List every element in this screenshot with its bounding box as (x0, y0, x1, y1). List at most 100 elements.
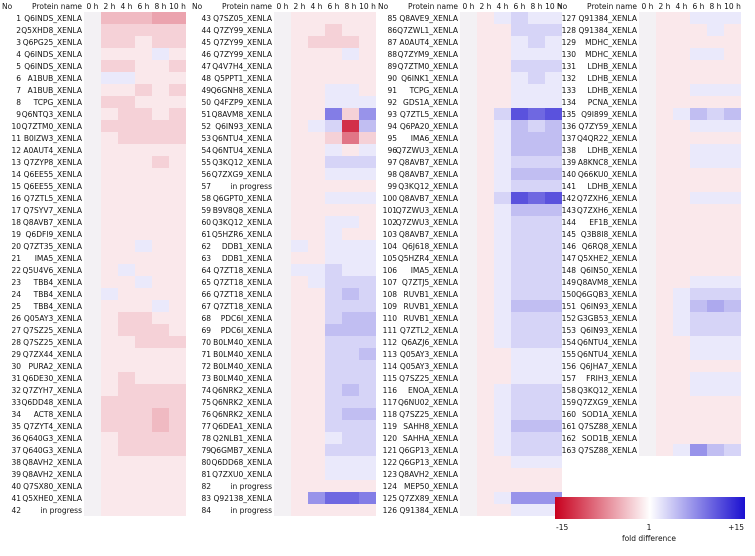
protein-name: Q7ZXG9_XENLA (577, 398, 638, 407)
heatmap-cell (101, 288, 118, 300)
heatmap-cell (545, 228, 562, 240)
header-timepoint: 4 h (311, 2, 323, 11)
heatmap-cell (494, 48, 511, 60)
heatmap-cell (545, 120, 562, 132)
heatmap-cell (639, 96, 656, 108)
protein-name: Q7ZYP8_XENLA (24, 158, 83, 167)
heatmap-cell (528, 312, 545, 324)
heatmap-cell (101, 84, 118, 96)
heatmap-cell (528, 468, 545, 480)
row-number: 134 (562, 98, 577, 107)
heatmap-cell (494, 192, 511, 204)
heatmap-cell (707, 228, 724, 240)
heatmap-cell (477, 504, 494, 516)
heatmap-cell (707, 240, 724, 252)
heatmap-cell (528, 348, 545, 360)
heatmap-cell (101, 108, 118, 120)
heatmap-cell (118, 12, 135, 24)
heatmap-cell (84, 84, 101, 96)
row-number: 118 (383, 410, 398, 419)
heatmap-cell (84, 408, 101, 420)
heatmap-cell (639, 432, 656, 444)
protein-name: Q7ZYT4_XENLA (24, 422, 83, 431)
header-protein-name: Protein name (32, 2, 82, 11)
heatmap-cell (342, 324, 359, 336)
heatmap-cell (477, 144, 494, 156)
row-number: 145 (562, 230, 577, 239)
heatmap-cell (528, 360, 545, 372)
heatmap-cell (101, 480, 118, 492)
heatmap-cell (656, 420, 673, 432)
protein-name: Q7SYV7_XENLA (23, 206, 83, 215)
heatmap-cell (690, 336, 707, 348)
heatmap-cell (494, 84, 511, 96)
heatmap-cell (460, 12, 477, 24)
heatmap-cell (325, 192, 342, 204)
heatmap-cell (673, 168, 690, 180)
heatmap-cell (359, 108, 376, 120)
heatmap-cell (656, 372, 673, 384)
header-protein-name: Protein name (408, 2, 458, 11)
heatmap-cell (724, 48, 741, 60)
heatmap-cell (325, 264, 342, 276)
heatmap-cell (673, 408, 690, 420)
row-number: 111 (383, 326, 398, 335)
protein-name: Q3KQ12_XENLA (398, 182, 459, 191)
heatmap-cell (84, 156, 101, 168)
heatmap-cell (673, 72, 690, 84)
row-number: 96 (387, 146, 397, 155)
heatmap-cell (308, 120, 325, 132)
heatmap-cell (84, 372, 101, 384)
row-number: 22 (11, 266, 21, 275)
heatmap-cell (101, 192, 118, 204)
heatmap-cell (152, 36, 169, 48)
row-number: 150 (562, 290, 577, 299)
heatmap-cell (656, 168, 673, 180)
heatmap-cell (118, 240, 135, 252)
row-number: 82 (201, 482, 211, 491)
heatmap-cell (460, 228, 477, 240)
protein-name: Q4QR22_XENLA (577, 134, 638, 143)
heatmap-cell (118, 264, 135, 276)
scale-min-label: -15 (556, 523, 568, 532)
row-number: 10 (11, 122, 21, 131)
heatmap-cell (135, 180, 152, 192)
heatmap-cell (511, 396, 528, 408)
heatmap-cell (707, 96, 724, 108)
heatmap-cell (135, 384, 152, 396)
row-number: 37 (11, 446, 21, 455)
heatmap-cell (639, 276, 656, 288)
row-number: 114 (383, 362, 398, 371)
heatmap-cell (528, 240, 545, 252)
heatmap-cell (169, 84, 186, 96)
heatmap-cell (274, 360, 291, 372)
heatmap-cell (724, 324, 741, 336)
row-number: 116 (383, 386, 398, 395)
heatmap-cell (101, 360, 118, 372)
heatmap-cell (656, 312, 673, 324)
heatmap-cell (291, 252, 308, 264)
heatmap-cell (169, 456, 186, 468)
heatmap-cell (342, 12, 359, 24)
heatmap-cell (707, 312, 724, 324)
heatmap-cell (511, 72, 528, 84)
heatmap-cell (673, 228, 690, 240)
heatmap-cell (656, 432, 673, 444)
heatmap-cell (494, 36, 511, 48)
heatmap-cell (528, 120, 545, 132)
heatmap-cell (308, 444, 325, 456)
heatmap-cell (690, 36, 707, 48)
row-number: 41 (11, 494, 21, 503)
heatmap-cell (494, 336, 511, 348)
row-number: 105 (383, 254, 398, 263)
heatmap-cell (291, 480, 308, 492)
heatmap-cell (690, 420, 707, 432)
heatmap-cell (84, 264, 101, 276)
heatmap-cell (639, 444, 656, 456)
heatmap-cell (494, 348, 511, 360)
heatmap-cell (511, 24, 528, 36)
heatmap-cell (707, 144, 724, 156)
heatmap-cell (511, 288, 528, 300)
heatmap-cell (545, 468, 562, 480)
protein-name: Q6NU02_XENLA (398, 398, 459, 407)
